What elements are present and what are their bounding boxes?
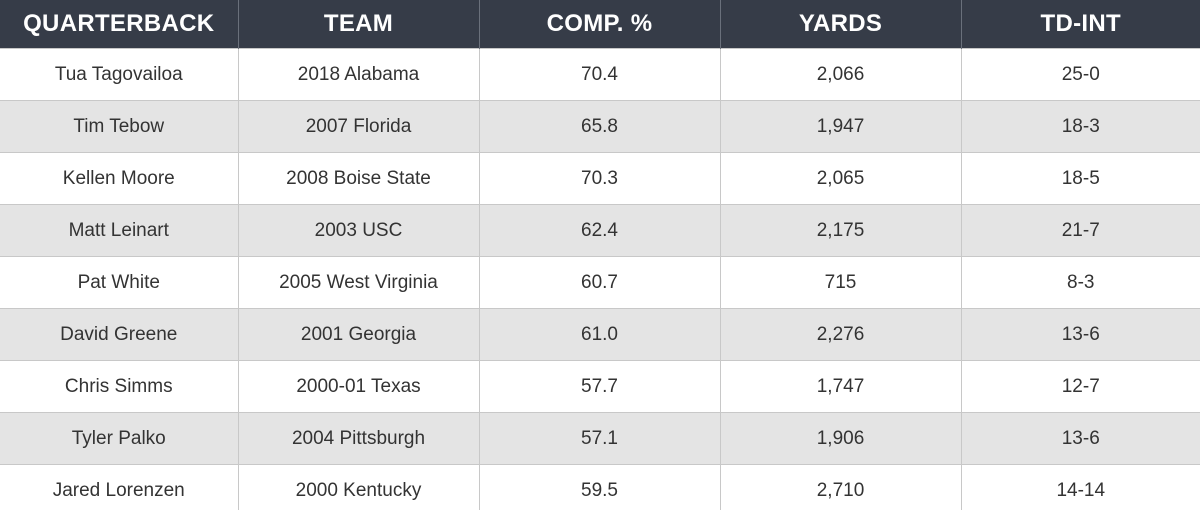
- comp-pct-cell: 62.4: [478, 204, 720, 257]
- comp-pct-cell: 59.5: [478, 464, 720, 510]
- td-int-cell: 13-6: [960, 308, 1200, 361]
- td-int-cell: 25-0: [960, 48, 1200, 101]
- td-int-cell: 21-7: [960, 204, 1200, 257]
- comp-pct-cell: 70.3: [478, 152, 720, 205]
- table-row: Kellen Moore 2008 Boise State 70.3 2,065 18-…: [0, 152, 1200, 205]
- td-int-cell: 13-6: [960, 412, 1200, 465]
- comp-pct-cell: 60.7: [478, 256, 720, 309]
- yards-cell: 2,066: [719, 48, 961, 101]
- table-header: QUARTERBACK TEAM COMP. % YARDS TD-INT: [0, 0, 1200, 49]
- quarterback-cell: Tyler Palko: [0, 412, 238, 465]
- yards-cell: 2,276: [719, 308, 961, 361]
- comp-pct-cell: 65.8: [478, 100, 720, 153]
- table-row: Tim Tebow 2007 Florida 65.8 1,947 18-3: [0, 100, 1200, 153]
- quarterback-cell: Tua Tagovailoa: [0, 48, 238, 101]
- yards-cell: 1,906: [719, 412, 961, 465]
- quarterback-cell: Jared Lorenzen: [0, 464, 238, 510]
- yards-cell: 2,175: [719, 204, 961, 257]
- team-cell: 2008 Boise State: [237, 152, 479, 205]
- table-row: Matt Leinart 2003 USC 62.4 2,175 21-7: [0, 204, 1200, 257]
- table-row: Pat White 2005 West Virginia 60.7 715 8-3: [0, 256, 1200, 309]
- comp-pct-cell: 61.0: [478, 308, 720, 361]
- quarterback-cell: Pat White: [0, 256, 238, 309]
- table-row: Tyler Palko 2004 Pittsburgh 57.1 1,906 13-6: [0, 412, 1200, 465]
- header-row: QUARTERBACK TEAM COMP. % YARDS TD-INT: [0, 0, 1200, 49]
- quarterback-cell: Kellen Moore: [0, 152, 238, 205]
- td-int-cell: 14-14: [960, 464, 1200, 510]
- quarterback-cell: Matt Leinart: [0, 204, 238, 257]
- column-header-quarterback: QUARTERBACK: [0, 0, 238, 49]
- comp-pct-cell: 70.4: [478, 48, 720, 101]
- column-header-yards: YARDS: [719, 0, 961, 49]
- td-int-cell: 8-3: [960, 256, 1200, 309]
- quarterback-cell: Tim Tebow: [0, 100, 238, 153]
- comp-pct-cell: 57.1: [478, 412, 720, 465]
- td-int-cell: 18-5: [960, 152, 1200, 205]
- td-int-cell: 12-7: [960, 360, 1200, 413]
- team-cell: 2018 Alabama: [237, 48, 479, 101]
- td-int-cell: 18-3: [960, 100, 1200, 153]
- yards-cell: 2,065: [719, 152, 961, 205]
- yards-cell: 2,710: [719, 464, 961, 510]
- table-body: Tua Tagovailoa 2018 Alabama 70.4 2,066 25-0 T…: [0, 48, 1200, 510]
- table-row: Tua Tagovailoa 2018 Alabama 70.4 2,066 25-0: [0, 48, 1200, 101]
- team-cell: 2003 USC: [237, 204, 479, 257]
- yards-cell: 1,947: [719, 100, 961, 153]
- team-cell: 2000 Kentucky: [237, 464, 479, 510]
- column-header-td-int: TD-INT: [960, 0, 1200, 49]
- table-row: Chris Simms 2000-01 Texas 57.7 1,747 12-7: [0, 360, 1200, 413]
- column-header-team: TEAM: [237, 0, 479, 49]
- team-cell: 2004 Pittsburgh: [237, 412, 479, 465]
- table-row: David Greene 2001 Georgia 61.0 2,276 13-6: [0, 308, 1200, 361]
- team-cell: 2007 Florida: [237, 100, 479, 153]
- yards-cell: 715: [719, 256, 961, 309]
- comp-pct-cell: 57.7: [478, 360, 720, 413]
- column-header-comp-pct: COMP. %: [478, 0, 720, 49]
- table-row: Jared Lorenzen 2000 Kentucky 59.5 2,710 14-1…: [0, 464, 1200, 510]
- team-cell: 2001 Georgia: [237, 308, 479, 361]
- quarterback-cell: David Greene: [0, 308, 238, 361]
- yards-cell: 1,747: [719, 360, 961, 413]
- quarterback-cell: Chris Simms: [0, 360, 238, 413]
- team-cell: 2005 West Virginia: [237, 256, 479, 309]
- team-cell: 2000-01 Texas: [237, 360, 479, 413]
